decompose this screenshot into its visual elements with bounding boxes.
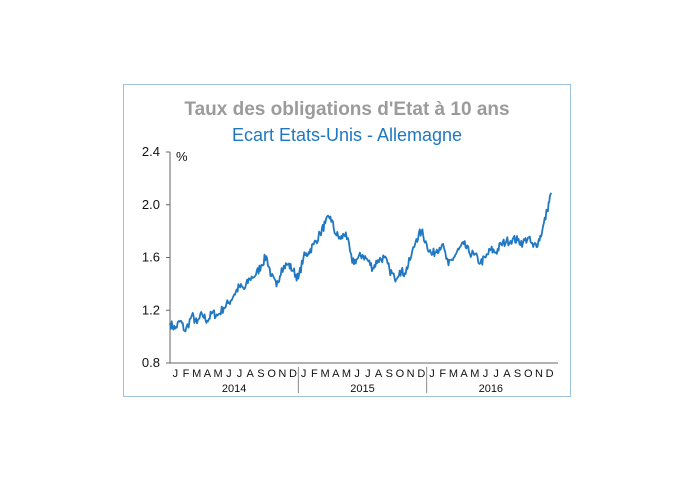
x-year-label: 2015	[350, 383, 374, 395]
x-month-label: O	[524, 368, 533, 380]
x-month-label: N	[535, 368, 543, 380]
x-month-label: M	[470, 368, 479, 380]
x-month-label: F	[183, 368, 190, 380]
x-month-label: D	[289, 368, 297, 380]
series-group	[169, 192, 553, 333]
x-month-label: J	[226, 368, 232, 380]
x-month-label: N	[278, 368, 286, 380]
x-month-label: J	[173, 368, 179, 380]
x-month-label: D	[417, 368, 425, 380]
x-month-label: S	[257, 368, 264, 380]
x-month-label: A	[247, 368, 255, 380]
y-tick-label: 1.2	[142, 302, 160, 317]
y-tick-label: 0.8	[142, 355, 160, 370]
x-month-label: F	[311, 368, 318, 380]
x-month-label: N	[407, 368, 415, 380]
y-axis-unit-label: %	[176, 149, 188, 164]
y-tick-label: 1.6	[142, 250, 160, 265]
x-month-label: J	[483, 368, 489, 380]
x-month-label: A	[332, 368, 340, 380]
x-month-label: A	[460, 368, 468, 380]
x-month-label: O	[396, 368, 405, 380]
chart-frame: Taux des obligations d'Etat à 10 ans Eca…	[123, 84, 571, 397]
y-tick-label: 2.0	[142, 197, 160, 212]
x-month-label: J	[301, 368, 307, 380]
chart-subtitle: Ecart Etats-Unis - Allemagne	[231, 125, 463, 145]
x-month-label: M	[192, 368, 201, 380]
x-month-label: S	[514, 368, 521, 380]
x-month-label: A	[204, 368, 212, 380]
x-month-label: J	[429, 368, 435, 380]
x-month-label: M	[214, 368, 223, 380]
x-month-label: F	[439, 368, 446, 380]
x-month-label: J	[365, 368, 371, 380]
y-tick-label: 2.4	[142, 144, 160, 159]
x-month-label: A	[503, 368, 511, 380]
x-month-label: S	[386, 368, 393, 380]
x-month-label: J	[237, 368, 243, 380]
x-month-label: D	[546, 368, 554, 380]
x-month-label: M	[342, 368, 351, 380]
x-month-label: M	[320, 368, 329, 380]
x-year-label: 2016	[479, 383, 503, 395]
y-ticks: 0.8 1.2 1.6 2.0 2.4%	[142, 144, 188, 370]
x-month-label: O	[267, 368, 276, 380]
chart-title: Taux des obligations d'Etat à 10 ans	[184, 99, 510, 120]
x-year-labels: 2014 2015 2016	[222, 367, 503, 395]
x-year-label: 2014	[222, 383, 246, 395]
x-month-label: A	[375, 368, 383, 380]
x-month-label: M	[449, 368, 458, 380]
series-line	[169, 192, 553, 333]
x-month-label: J	[354, 368, 360, 380]
x-month-label: J	[493, 368, 499, 380]
